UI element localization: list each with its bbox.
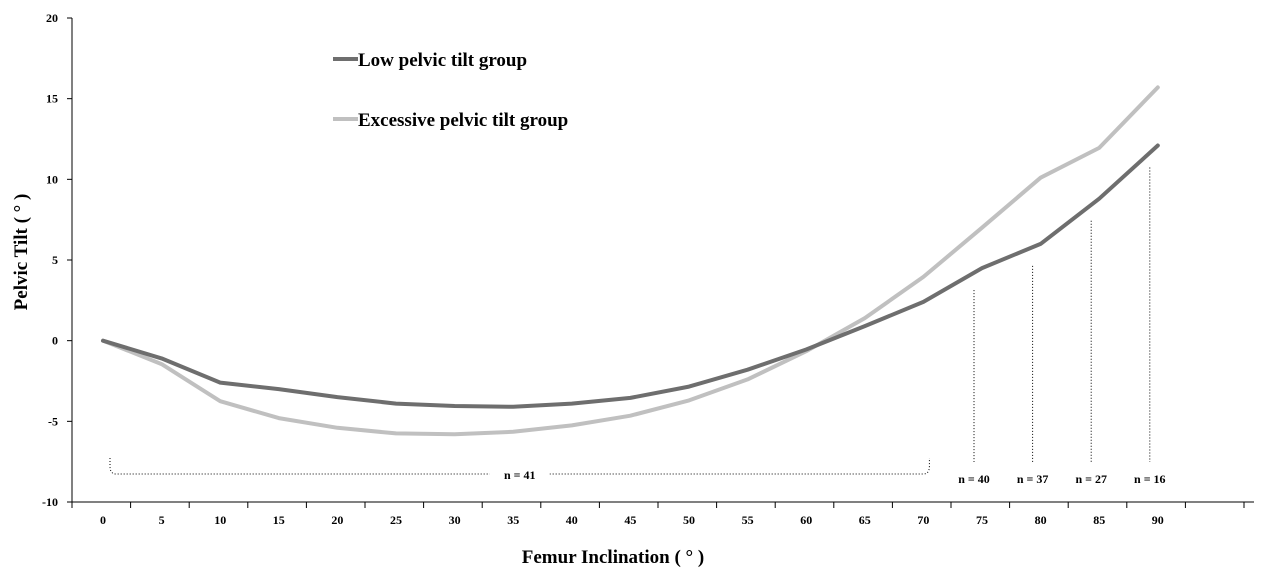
- y-tick-label: 15: [46, 92, 58, 106]
- y-ticks: -10 -5 0 5 10 15 20: [42, 11, 72, 509]
- y-tick-label: 0: [52, 334, 58, 348]
- x-tick-label: 35: [507, 513, 519, 527]
- axes: [71, 18, 1254, 503]
- x-tick-label: 75: [976, 513, 988, 527]
- x-tick-label: 85: [1093, 513, 1105, 527]
- n41-label: n = 41: [504, 468, 536, 482]
- x-tick-label: 50: [683, 513, 695, 527]
- x-tick-label: 60: [800, 513, 812, 527]
- x-tick-label: 55: [742, 513, 754, 527]
- x-tick-label: 45: [624, 513, 636, 527]
- x-tick-label: 40: [566, 513, 578, 527]
- legend: Low pelvic tilt group Excessive pelvic ti…: [333, 50, 568, 131]
- series-line-0: [101, 143, 1160, 409]
- n-marker-label: n = 40: [958, 472, 990, 486]
- x-tick-label: 10: [214, 513, 226, 527]
- y-tick-label: -5: [48, 414, 58, 428]
- n41-label-bg: [489, 465, 550, 483]
- n-marker-label: n = 27: [1075, 472, 1107, 486]
- x-ticks: 0 5 10 15 20 25 30 35 40 45 50 55 60 65 70 75 80 85 90: [71, 502, 1245, 527]
- x-tick-label: 0: [100, 513, 106, 527]
- x-tick-label: 25: [390, 513, 402, 527]
- y-tick-label: 20: [46, 11, 58, 25]
- x-axis-title: Femur Inclination ( ° ): [522, 547, 704, 568]
- x-tick-label: 30: [449, 513, 461, 527]
- legend-label: Excessive pelvic tilt group: [358, 110, 568, 131]
- y-tick-label: -10: [42, 495, 58, 509]
- series-line-1: [101, 85, 1160, 437]
- n-marker-label: n = 16: [1134, 472, 1166, 486]
- x-tick-label: 15: [273, 513, 285, 527]
- legend-label: Low pelvic tilt group: [358, 50, 527, 71]
- x-tick-label: 5: [159, 513, 165, 527]
- annotations: n = 41 n = 40 n = 37 n = 27 n = 16: [109, 167, 1166, 486]
- x-tick-label: 70: [917, 513, 929, 527]
- n41-bracket: [109, 458, 930, 475]
- y-tick-label: 5: [52, 253, 58, 267]
- n-marker-label: n = 37: [1017, 472, 1049, 486]
- x-tick-label: 20: [331, 513, 343, 527]
- series-layer: [101, 85, 1160, 437]
- x-tick-label: 80: [1035, 513, 1047, 527]
- y-axis-title: Pelvic Tilt ( ° ): [11, 194, 32, 311]
- x-tick-label: 90: [1152, 513, 1164, 527]
- y-tick-label: 10: [46, 172, 58, 186]
- x-tick-label: 65: [859, 513, 871, 527]
